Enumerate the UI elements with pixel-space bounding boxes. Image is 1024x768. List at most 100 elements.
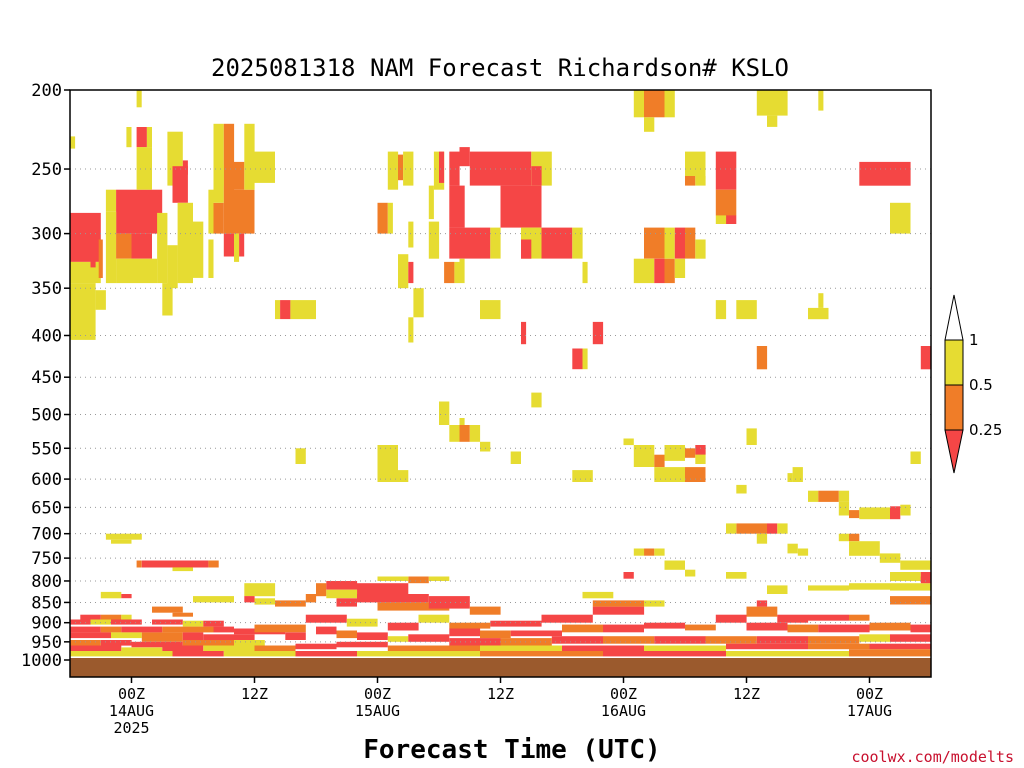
x-tick-label: 14AUG <box>109 702 154 720</box>
ri-cell <box>736 300 757 320</box>
ri-cell <box>592 321 604 345</box>
ri-cell <box>674 258 686 278</box>
ri-cell <box>439 151 445 183</box>
ri-cell <box>849 510 860 519</box>
y-tick-label: 950 <box>31 633 62 653</box>
ri-cell <box>480 630 511 639</box>
ri-cell <box>808 643 870 650</box>
ri-cell <box>510 630 562 637</box>
ri-cell <box>90 619 111 625</box>
ri-cell <box>510 451 521 464</box>
ri-cell <box>787 624 819 633</box>
ri-cell <box>70 283 96 340</box>
ri-cell <box>480 651 603 657</box>
ri-cell <box>408 221 414 248</box>
ri-cell <box>644 258 655 284</box>
ri-cell <box>459 258 465 284</box>
ri-cell <box>254 624 306 633</box>
ri-cell <box>736 484 747 494</box>
ri-cell <box>756 636 809 644</box>
ri-cell <box>633 548 645 556</box>
x-tick-label: 15AUG <box>355 702 400 720</box>
ri-cell <box>305 594 317 603</box>
ri-cell <box>808 636 860 644</box>
ri-cell <box>521 239 532 259</box>
ri-cell <box>654 454 665 468</box>
ri-cell <box>490 227 501 259</box>
ri-cell <box>777 523 788 534</box>
ri-cell <box>131 233 152 259</box>
ri-cell <box>849 541 880 556</box>
ri-cell <box>808 490 819 502</box>
ri-cell <box>203 634 255 640</box>
ri-cell <box>685 569 696 577</box>
ri-cell <box>121 614 132 620</box>
ri-cell <box>459 425 470 442</box>
ri-cell <box>715 300 727 320</box>
ri-cell <box>275 300 281 320</box>
ri-cell <box>223 123 235 234</box>
ri-cell <box>100 626 122 633</box>
y-tick-label: 250 <box>31 160 62 180</box>
ri-cell <box>674 227 686 259</box>
ri-cell <box>818 90 824 111</box>
ri-cell <box>111 632 142 639</box>
ri-cell <box>408 634 450 642</box>
ri-cell <box>244 596 255 603</box>
ri-cell <box>100 640 132 646</box>
ri-cell <box>736 523 768 534</box>
ri-cell <box>234 233 240 262</box>
ri-cell <box>695 239 706 259</box>
ri-cell <box>357 594 429 603</box>
ri-cell <box>654 467 686 482</box>
ri-cell <box>157 212 168 284</box>
ri-cell <box>746 606 778 617</box>
ri-cell <box>116 233 132 259</box>
ri-cell <box>685 448 696 458</box>
y-tick-label: 350 <box>31 279 62 299</box>
ri-cell <box>572 227 583 259</box>
ri-cell <box>808 614 849 621</box>
ri-cell <box>126 127 132 148</box>
ri-cell <box>869 643 931 650</box>
x-tick-label: 2025 <box>113 719 149 737</box>
y-tick-label: 750 <box>31 549 62 569</box>
ri-cell <box>316 626 337 635</box>
ri-cell <box>116 189 163 234</box>
ri-cell <box>890 634 931 642</box>
legend-label: 0.5 <box>969 376 993 394</box>
ri-cell <box>767 115 778 127</box>
ri-cell <box>98 239 103 278</box>
ri-cell <box>480 441 491 452</box>
ri-cell <box>162 283 173 316</box>
ri-cell <box>715 614 747 623</box>
ri-cell <box>859 634 891 642</box>
ri-cell <box>387 622 419 631</box>
ri-cell <box>146 127 152 148</box>
ri-cell <box>444 261 455 284</box>
ri-cell <box>449 185 465 228</box>
ri-cell <box>398 154 404 181</box>
ri-cell <box>633 90 645 118</box>
ri-cell <box>838 501 850 516</box>
ri-cell <box>357 632 388 640</box>
ri-cell <box>459 147 470 167</box>
ri-cell <box>654 258 665 284</box>
ri-cell <box>500 185 542 228</box>
ri-cell <box>136 90 142 108</box>
ri-cell <box>100 614 122 620</box>
ri-cell <box>910 451 921 464</box>
ri-cell <box>644 645 726 651</box>
ri-cell <box>849 614 870 621</box>
ri-cell <box>695 176 706 186</box>
ri-cell <box>797 548 809 556</box>
ri-cell <box>336 641 388 648</box>
ri-cell <box>685 151 706 176</box>
ri-cell <box>121 594 132 599</box>
ri-cell <box>890 202 911 234</box>
ri-cell <box>182 640 235 646</box>
x-tick-label: 12Z <box>487 685 514 703</box>
ri-cell <box>521 321 527 345</box>
ri-cell <box>336 598 357 607</box>
